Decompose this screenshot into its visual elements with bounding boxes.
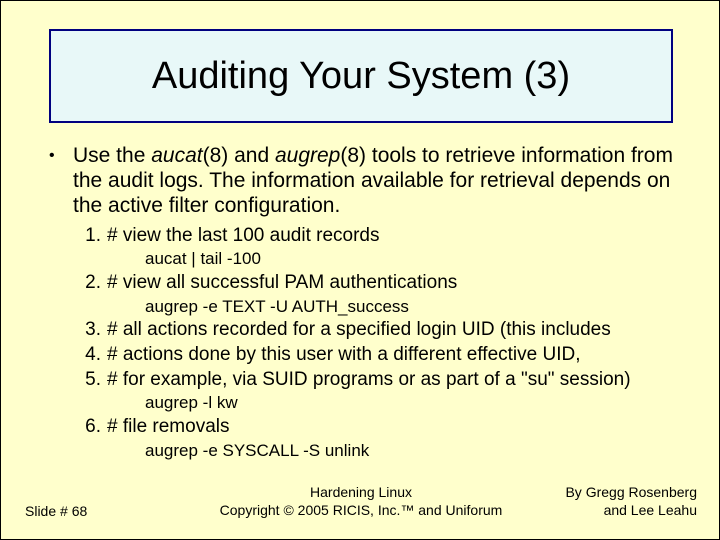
command-text: aucat | tail -100 [77, 249, 681, 269]
item-text: # view the last 100 audit records [107, 225, 681, 248]
item-text: # all actions recorded for a specified l… [107, 319, 681, 342]
item-text: # view all successful PAM authentication… [107, 272, 681, 295]
item-text: # actions done by this user with a diffe… [107, 344, 681, 367]
text: Use the [73, 144, 151, 167]
item-number: 2. [77, 272, 107, 295]
list-item: 1. # view the last 100 audit records [77, 225, 681, 248]
content-area: • Use the aucat(8) and augrep(8) tools t… [49, 143, 681, 463]
list-item: 2. # view all successful PAM authenticat… [77, 272, 681, 295]
command-text: augrep -l kw [77, 393, 681, 413]
bullet-text: Use the aucat(8) and augrep(8) tools to … [73, 143, 681, 219]
slide: Auditing Your System (3) • Use the aucat… [0, 0, 720, 540]
footer-copyright: Copyright © 2005 RICIS, Inc.™ and Unifor… [220, 502, 503, 518]
text: (8) and [203, 144, 275, 167]
item-text: # for example, via SUID programs or as p… [107, 369, 681, 392]
item-number: 3. [77, 319, 107, 342]
bullet-symbol: • [49, 143, 73, 219]
tool-name: augrep [275, 144, 340, 167]
numbered-list: 1. # view the last 100 audit records auc… [49, 225, 681, 461]
footer-right: By Gregg Rosenberg and Lee Leahu [565, 484, 697, 519]
item-number: 6. [77, 416, 107, 439]
item-number: 1. [77, 225, 107, 248]
list-item: 6. # file removals [77, 416, 681, 439]
bullet-item: • Use the aucat(8) and augrep(8) tools t… [49, 143, 681, 219]
tool-name: aucat [151, 144, 202, 167]
item-text: # file removals [107, 416, 681, 439]
list-item: 3. # all actions recorded for a specifie… [77, 319, 681, 342]
footer-title: Hardening Linux [310, 484, 412, 500]
command-text: augrep -e TEXT -U AUTH_success [77, 297, 681, 317]
command-text: augrep -e SYSCALL -S unlink [77, 441, 681, 461]
author: By Gregg Rosenberg [565, 484, 697, 500]
list-item: 5. # for example, via SUID programs or a… [77, 369, 681, 392]
author: and Lee Leahu [604, 502, 697, 518]
item-number: 4. [77, 344, 107, 367]
item-number: 5. [77, 369, 107, 392]
slide-title: Auditing Your System (3) [49, 29, 673, 123]
list-item: 4. # actions done by this user with a di… [77, 344, 681, 367]
title-text: Auditing Your System (3) [152, 55, 570, 98]
